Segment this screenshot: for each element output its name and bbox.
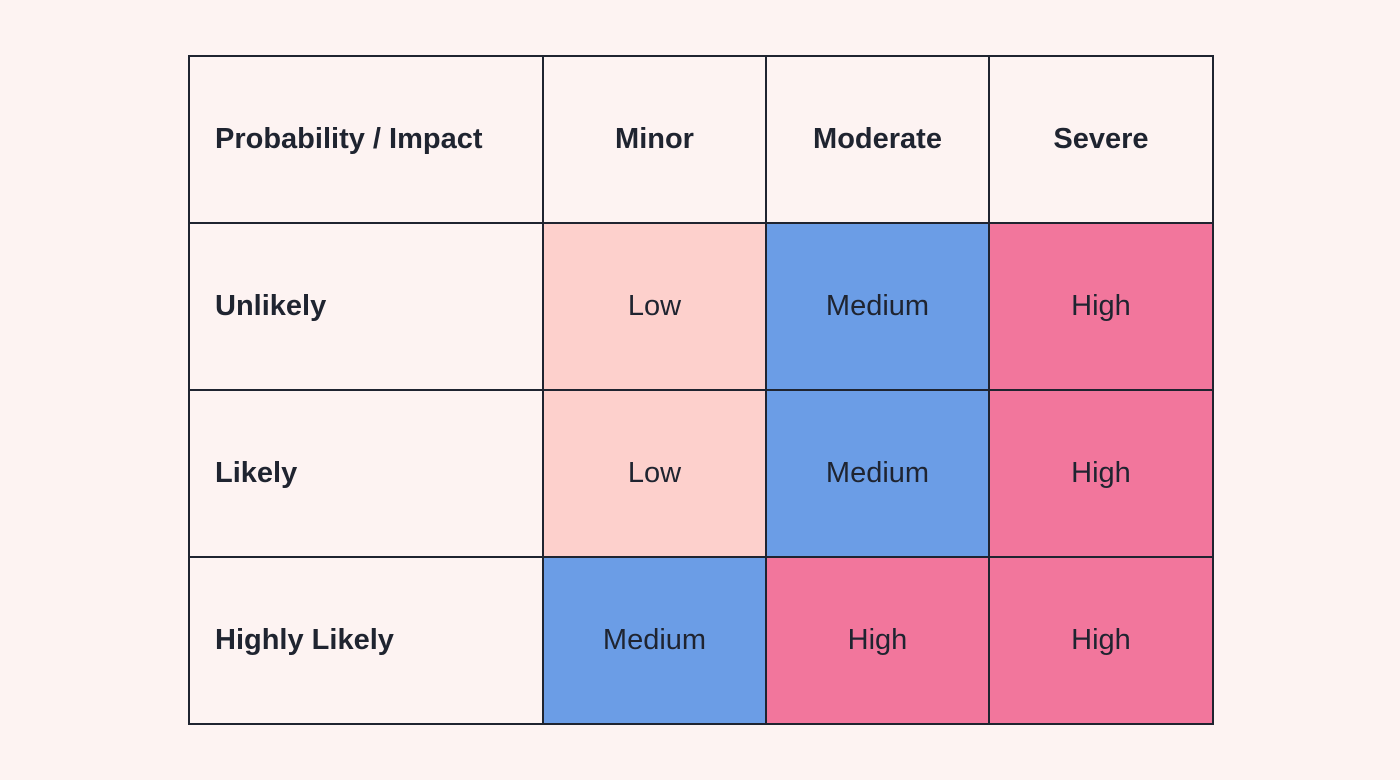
risk-cell: Medium	[542, 556, 767, 725]
risk-cell: Low	[542, 222, 767, 391]
risk-cell: High	[988, 222, 1214, 391]
row-likely: Likely Low Medium High	[188, 389, 1214, 558]
column-header-severe: Severe	[988, 55, 1214, 224]
row-header-unlikely: Unlikely	[188, 222, 544, 391]
header-row: Probability / Impact Minor Moderate Seve…	[188, 55, 1214, 224]
risk-cell: Medium	[765, 389, 990, 558]
risk-cell: High	[988, 389, 1214, 558]
risk-cell: Medium	[765, 222, 990, 391]
row-header-likely: Likely	[188, 389, 544, 558]
corner-header: Probability / Impact	[188, 55, 544, 224]
row-header-highly-likely: Highly Likely	[188, 556, 544, 725]
risk-matrix-table: Probability / Impact Minor Moderate Seve…	[188, 55, 1214, 725]
risk-cell: High	[988, 556, 1214, 725]
row-unlikely: Unlikely Low Medium High	[188, 222, 1214, 391]
risk-cell: Low	[542, 389, 767, 558]
risk-cell: High	[765, 556, 990, 725]
column-header-minor: Minor	[542, 55, 767, 224]
row-highly-likely: Highly Likely Medium High High	[188, 556, 1214, 725]
column-header-moderate: Moderate	[765, 55, 990, 224]
